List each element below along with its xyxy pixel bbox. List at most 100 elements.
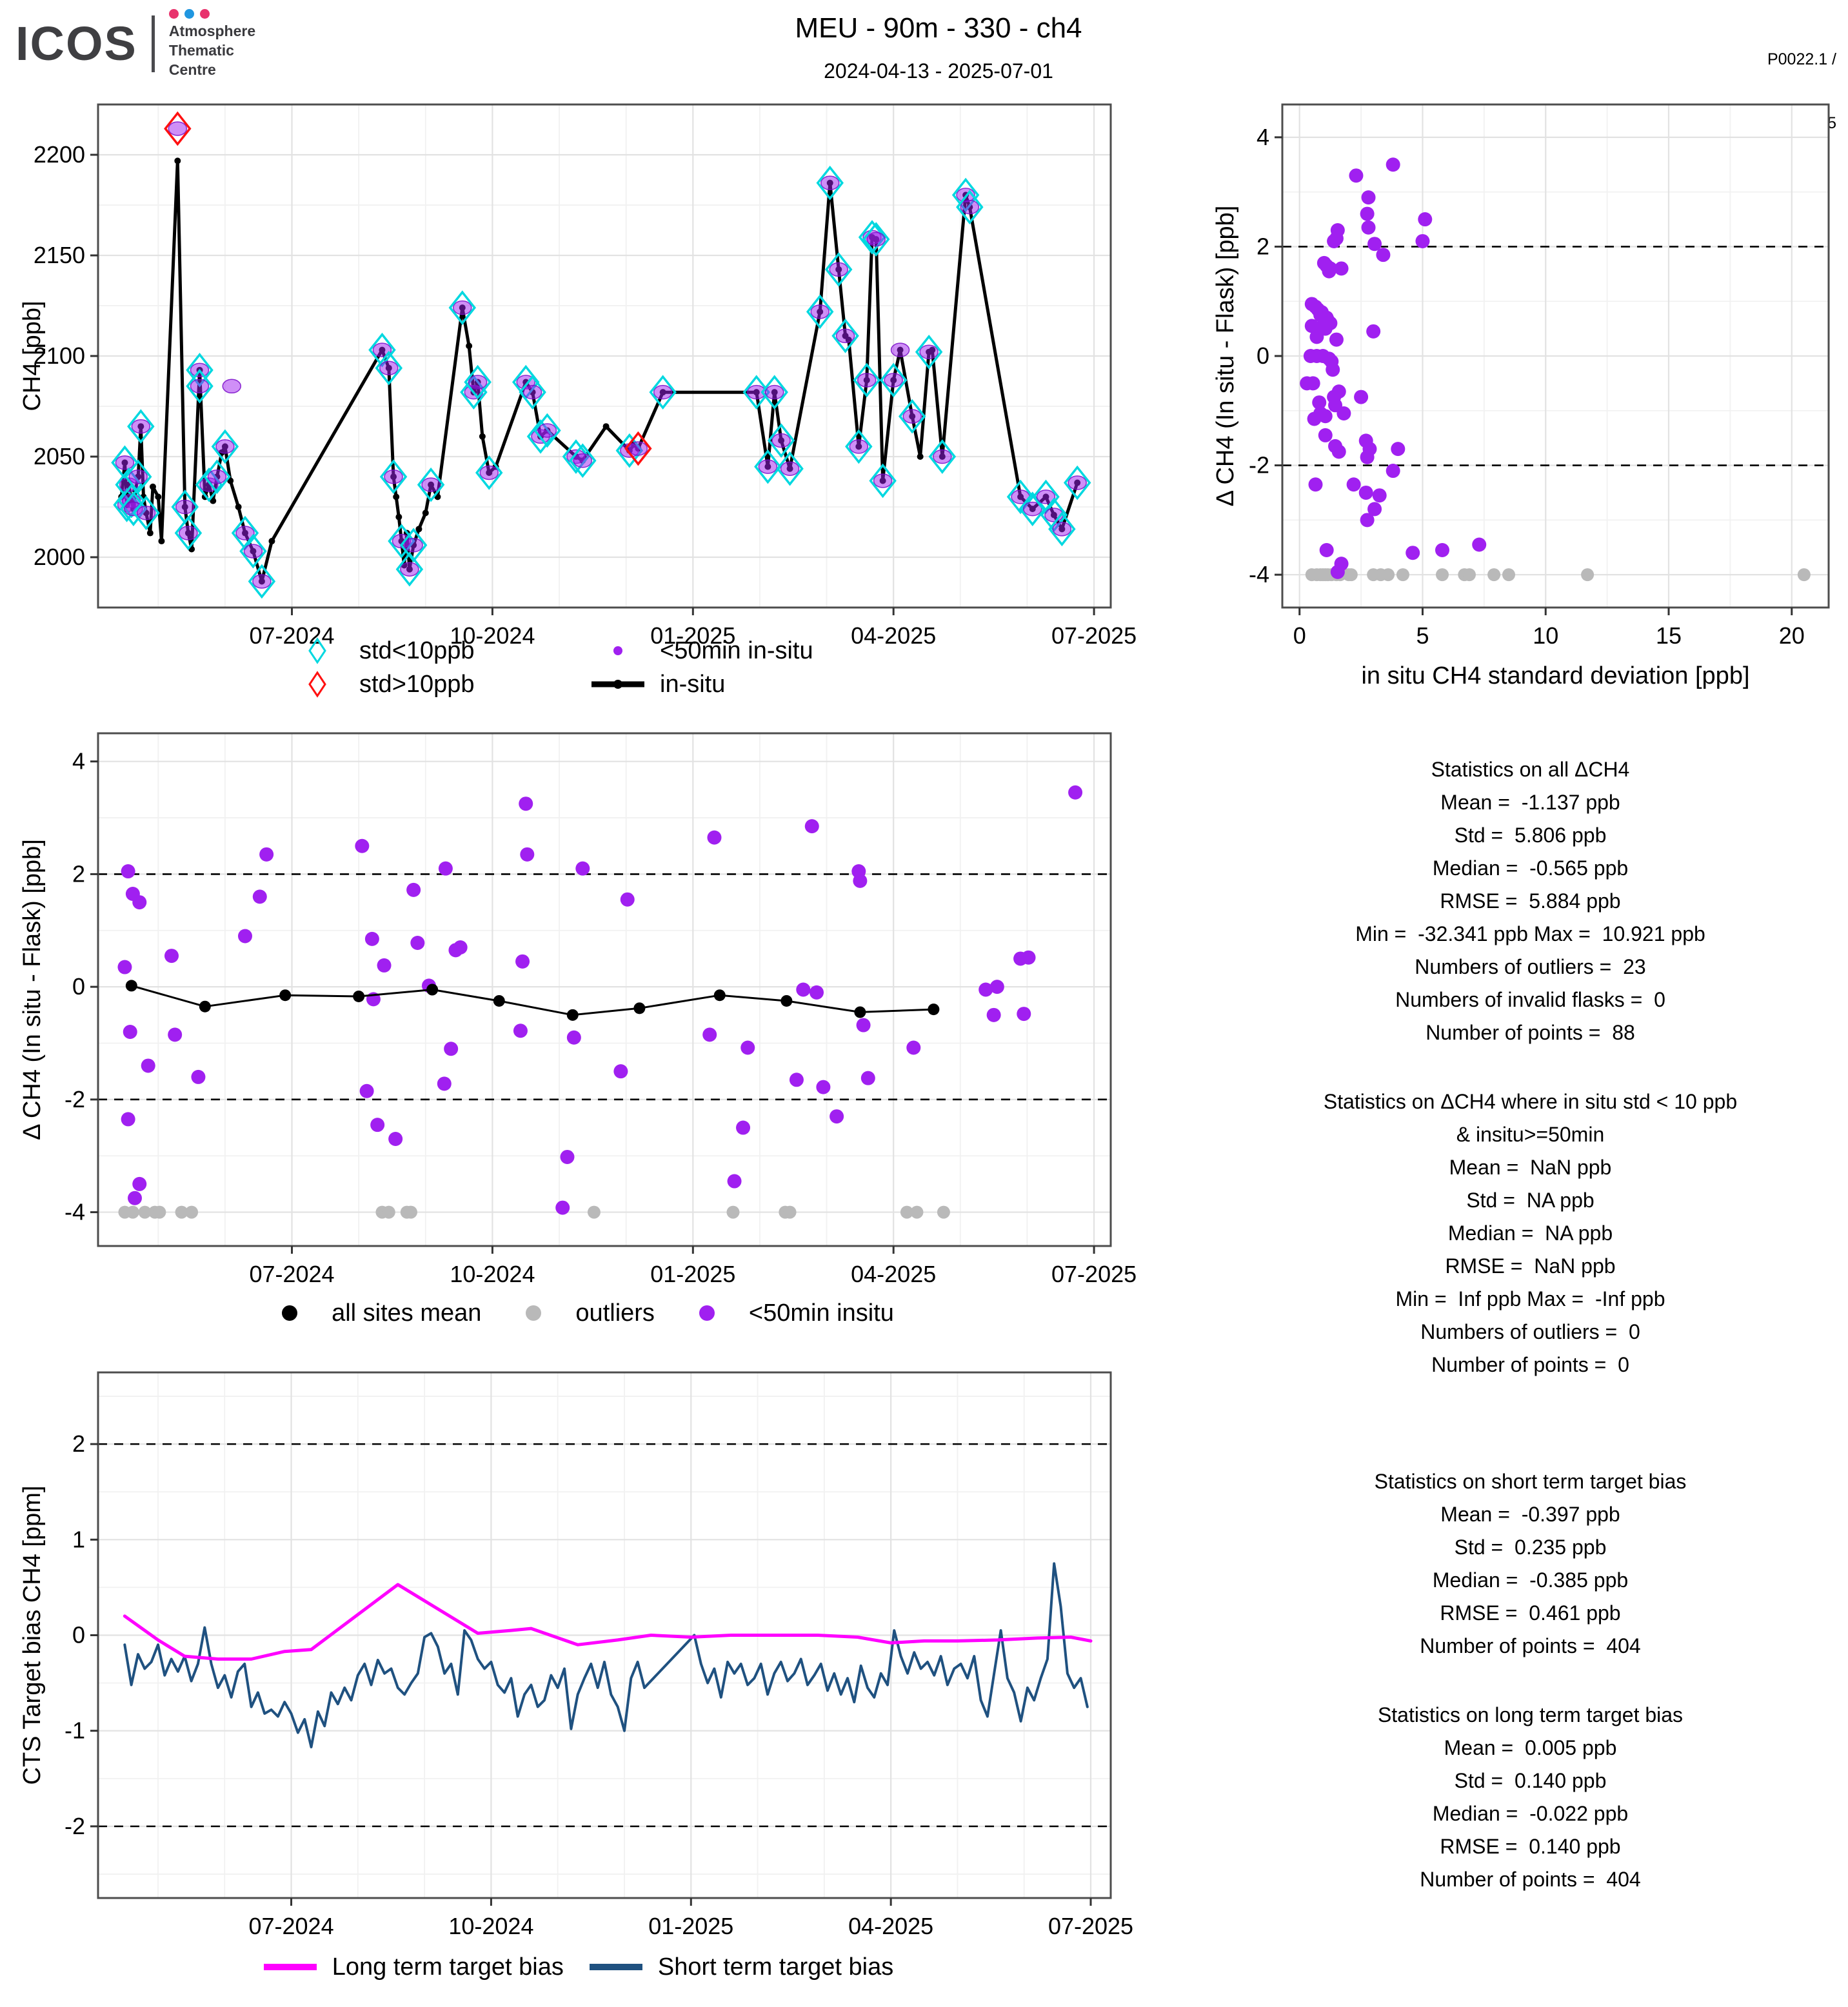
delta-ch4-point: [1415, 233, 1430, 248]
all-sites-mean-line-point: [353, 990, 365, 1002]
outlier-point: [175, 1205, 188, 1219]
icos-logo-text: ICOS: [15, 16, 137, 70]
delta-ch4-point: [740, 1040, 755, 1055]
stats-line: Median = -0.022 ppb: [1432, 1802, 1629, 1825]
legend-diamond-icon: [308, 637, 326, 664]
delta-ch4-point: [252, 889, 267, 904]
insitu-line-point: [155, 493, 162, 500]
delta-ch4-point: [1336, 406, 1351, 421]
delta-ch4-point: [1372, 488, 1387, 503]
legend-label: std>10ppb: [359, 670, 475, 698]
stats-line: Numbers of outliers = 0: [1420, 1320, 1640, 1343]
y-axis-title: CH4 [ppb]: [19, 301, 46, 411]
legend-row: all sites mean outliers <50min insitu: [261, 1298, 894, 1329]
x-tick-label: 20: [1779, 622, 1805, 649]
delta-ch4-point: [810, 985, 824, 1000]
plot-border: [97, 732, 1112, 1247]
legend-dot-icon: [699, 1305, 715, 1321]
legend-item: <50min in-situ: [589, 635, 866, 666]
delta-ch4-point: [237, 929, 252, 944]
flask-std-lt10ppb-diamond-icon: [898, 399, 926, 434]
y-axis-title: CTS Target bias CH4 [ppm]: [19, 1486, 46, 1785]
y-tick-label: -4: [1249, 561, 1269, 588]
flask-std-lt10ppb: [835, 328, 855, 344]
long-term-bias-line: [123, 1583, 1093, 1661]
delta-ch4-point: [1367, 237, 1382, 252]
flask-std-lt10ppb-diamond-icon: [399, 528, 428, 563]
y-tick-label: 1: [72, 1526, 85, 1552]
flask-std-lt10ppb: [372, 342, 392, 357]
delta-ch4-point: [804, 819, 819, 834]
delta-ch4-point: [620, 892, 635, 907]
outlier-point: [404, 1205, 417, 1219]
delta-ch4-point: [453, 940, 468, 954]
flask-std-gt10ppb-diamond-icon: [624, 431, 652, 466]
flask-std-lt10ppb-diamond-icon: [831, 318, 859, 353]
flask-std-lt10ppb-diamond-icon: [956, 190, 984, 224]
y-tick-label: 2: [1257, 233, 1269, 259]
y-tick-label: 2050: [34, 443, 85, 470]
delta-ch4-point: [989, 980, 1004, 994]
delta-ch4-point: [789, 1073, 804, 1087]
stats-line: Number of points = 404: [1420, 1634, 1641, 1657]
flask-std-lt10ppb: [179, 526, 198, 540]
flask-lt50min-insitu: [222, 379, 242, 394]
x-axis-title: in situ CH4 standard deviation [ppb]: [1361, 662, 1749, 689]
flask-std-lt10ppb-diamond-icon: [869, 463, 897, 499]
all-sites-mean-line-point: [426, 984, 439, 996]
flask-std-lt10ppb: [933, 449, 952, 464]
legend-line-dot-icon: [613, 680, 622, 689]
flask-std-lt10ppb-diamond-icon: [649, 375, 677, 410]
insitu-line-point: [917, 453, 924, 460]
stats-line: Numbers of invalid flasks = 0: [1395, 988, 1665, 1011]
all-sites-mean-line-point: [125, 980, 137, 992]
logo-dot-icon: [199, 9, 210, 19]
legend-dot-icon: [282, 1305, 298, 1321]
delta-ch4-point: [1354, 390, 1369, 404]
legend-line-dot-icon: [591, 680, 644, 689]
legend-dot-icon: [613, 646, 622, 655]
flask-std-lt10ppb-diamond-icon: [132, 495, 160, 531]
stats-line: Min = -32.341 ppb Max = 10.921 ppb: [1355, 922, 1705, 945]
x-tick-label: 07-2025: [1051, 1261, 1137, 1287]
all-sites-mean-line-point: [199, 1000, 211, 1013]
flask-std-lt10ppb-diamond-icon: [379, 459, 408, 495]
flask-std-lt10ppb-diamond-icon: [1063, 465, 1091, 500]
flask-std-lt10ppb: [1068, 475, 1087, 490]
flask-std-gt10ppb: [628, 441, 648, 456]
delta-ch4-point: [1360, 450, 1375, 464]
outlier-point: [1462, 568, 1476, 582]
flask-std-lt10ppb-diamond-icon: [203, 459, 231, 495]
insitu-line-point: [466, 342, 473, 350]
delta-ch4-point: [438, 861, 453, 876]
stats-line: Std = NA ppb: [1466, 1189, 1595, 1212]
flask-std-lt10ppb-diamond-icon: [862, 222, 890, 257]
flask-std-lt10ppb: [468, 375, 488, 390]
stats-group: Statistics on ΔCH4 where in situ std < 1…: [1213, 1085, 1848, 1381]
flask-std-lt10ppb-diamond-icon: [127, 409, 155, 444]
delta-ch4-point: [117, 960, 132, 974]
delta-ch4-point: [191, 1069, 206, 1084]
flask-std-lt10ppb-diamond-icon: [760, 375, 788, 410]
flask-std-lt10ppb-diamond-icon: [174, 515, 203, 551]
flask-std-lt10ppb: [902, 409, 922, 424]
delta-ch4-point: [1334, 261, 1349, 276]
flask-std-lt10ppb: [960, 199, 980, 215]
plot-background: [98, 733, 1111, 1246]
stats-group: Statistics on short term target bias Mean…: [1213, 1465, 1848, 1663]
stats-title: Statistics on all ΔCH4: [1431, 758, 1630, 781]
legend-label: Long term target bias: [332, 1953, 564, 1981]
flask-std-lt10ppb: [1036, 489, 1056, 504]
ch4-timeseries-legend: std<10ppb <50min in-situ std>10ppb in-situ: [13, 635, 1142, 700]
legend-row: std<10ppb <50min in-situ: [288, 635, 866, 666]
delta-ch4-point: [1361, 220, 1376, 235]
y-tick-label: -2: [65, 1086, 85, 1112]
flask-std-lt10ppb-diamond-icon: [111, 445, 139, 480]
stats-line: Mean = -1.137 ppb: [1440, 791, 1620, 814]
flask-std-lt10ppb: [866, 232, 886, 247]
outlier-point: [1797, 568, 1811, 582]
y-tick-label: -2: [65, 1813, 85, 1839]
legend-line-icon: [589, 1964, 642, 1970]
flask-std-lt10ppb-diamond-icon: [124, 459, 152, 495]
stats-line: Median = NA ppb: [1447, 1221, 1613, 1245]
